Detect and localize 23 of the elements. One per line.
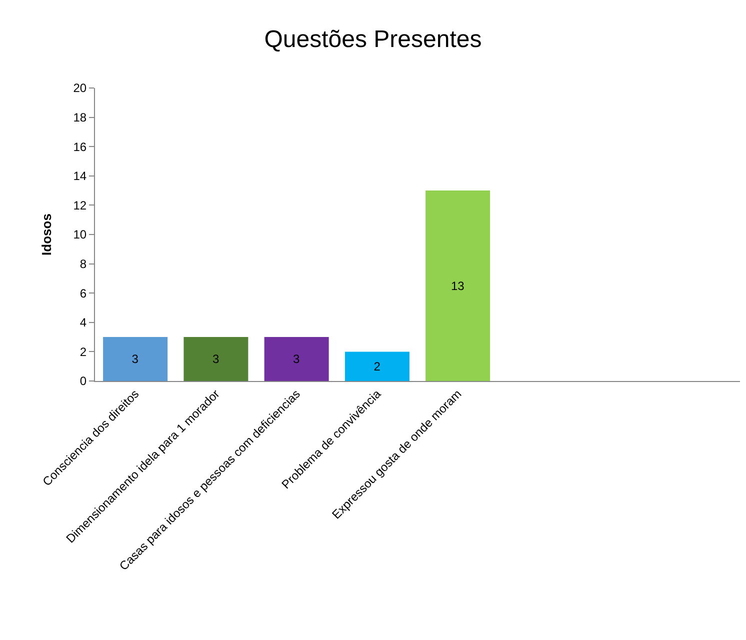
bar (344, 352, 410, 381)
data-label: 3 (212, 352, 220, 366)
y-tick-label: 0 (80, 374, 87, 388)
bar (426, 190, 490, 381)
data-label: 13 (450, 278, 465, 293)
y-tick-label: 8 (80, 257, 87, 271)
y-tick-label: 2 (80, 344, 87, 359)
data-label: 2 (374, 359, 381, 374)
y-axis-title: Idosos (39, 214, 54, 256)
y-tick-label: 10 (73, 228, 87, 242)
y-tick-label: 4 (80, 316, 87, 330)
data-label: 3 (132, 352, 139, 366)
y-tick-label: 12 (73, 198, 87, 212)
y-tick-label: 16 (73, 140, 87, 154)
y-tick-label: 14 (73, 169, 87, 184)
bar (184, 337, 248, 381)
bar (264, 337, 329, 381)
data-label: 3 (293, 352, 300, 366)
y-tick-label: 20 (73, 81, 87, 96)
bar (103, 337, 168, 381)
chart-title: Questões Presentes (264, 26, 482, 53)
y-tick-label: 6 (80, 286, 87, 300)
y-tick-label: 18 (73, 110, 87, 124)
